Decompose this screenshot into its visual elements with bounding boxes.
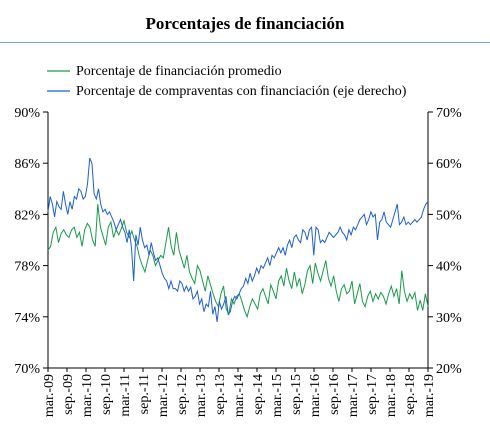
x-tick-label-sep-16: sep.-16 — [327, 374, 342, 415]
x-tick-label-sep-15: sep.-15 — [289, 374, 304, 415]
legend: Porcentaje de financiación promedio Porc… — [47, 64, 407, 99]
x-tick-label-mar-09: mar.-09 — [42, 374, 57, 417]
x-axis-ticks: mar.-09 sep.-09 mar.-10 sep.-10 mar.-11 sep.-… — [42, 368, 437, 417]
x-tick-label-mar-18: mar.-18 — [384, 374, 399, 417]
right-tick-label-50: 50% — [436, 208, 462, 223]
right-axis-ticks: 20% 30% 40% 50% 60% 70% — [428, 106, 462, 377]
left-tick-label-86: 86% — [14, 157, 40, 172]
right-tick-label-60: 60% — [436, 157, 462, 172]
left-tick-label-78: 78% — [14, 260, 40, 275]
x-tick-label-mar-13: mar.-13 — [194, 374, 209, 417]
right-tick-label-30: 30% — [436, 311, 462, 326]
left-tick-label-90: 90% — [14, 106, 40, 121]
x-tick-label-sep-14: sep.-14 — [251, 374, 266, 415]
x-tick-label-mar-15: mar.-15 — [270, 374, 285, 417]
series-line-compraventas-financiacion — [47, 157, 429, 322]
right-tick-label-40: 40% — [436, 260, 462, 275]
x-tick-label-sep-11: sep.-11 — [137, 374, 152, 414]
title-underline — [0, 42, 490, 43]
left-tick-label-70: 70% — [14, 362, 40, 377]
x-tick-label-mar-17: mar.-17 — [346, 374, 361, 417]
x-tick-label-mar-10: mar.-10 — [80, 374, 95, 417]
x-tick-label-sep-12: sep.-12 — [175, 374, 190, 415]
x-tick-label-sep-13: sep.-13 — [213, 374, 228, 415]
x-tick-label-mar-14: mar.-14 — [232, 374, 247, 417]
left-axis-ticks: 70% 74% 78% 82% 86% 90% — [14, 106, 48, 377]
x-tick-label-sep-17: sep.-17 — [365, 374, 380, 415]
chart-title: Porcentajes de financiación — [145, 14, 345, 33]
right-tick-label-20: 20% — [436, 362, 462, 377]
x-tick-label-sep-09: sep.-09 — [61, 374, 76, 415]
right-tick-label-70: 70% — [436, 106, 462, 121]
legend-label-promedio: Porcentaje de financiación promedio — [76, 64, 282, 79]
left-tick-label-82: 82% — [14, 208, 40, 223]
x-tick-label-sep-10: sep.-10 — [99, 374, 114, 415]
x-tick-label-mar-11: mar.-11 — [118, 374, 133, 417]
x-tick-label-mar-12: mar.-12 — [156, 374, 171, 417]
x-tick-label-sep-18: sep.-18 — [403, 374, 418, 415]
legend-label-compraventas: Porcentaje de compraventas con financiac… — [76, 84, 407, 99]
left-tick-label-74: 74% — [14, 311, 40, 326]
x-tick-label-mar-19: mar.-19 — [422, 374, 437, 417]
series-line-financiacion-promedio — [47, 204, 429, 319]
x-tick-label-mar-16: mar.-16 — [308, 374, 323, 417]
